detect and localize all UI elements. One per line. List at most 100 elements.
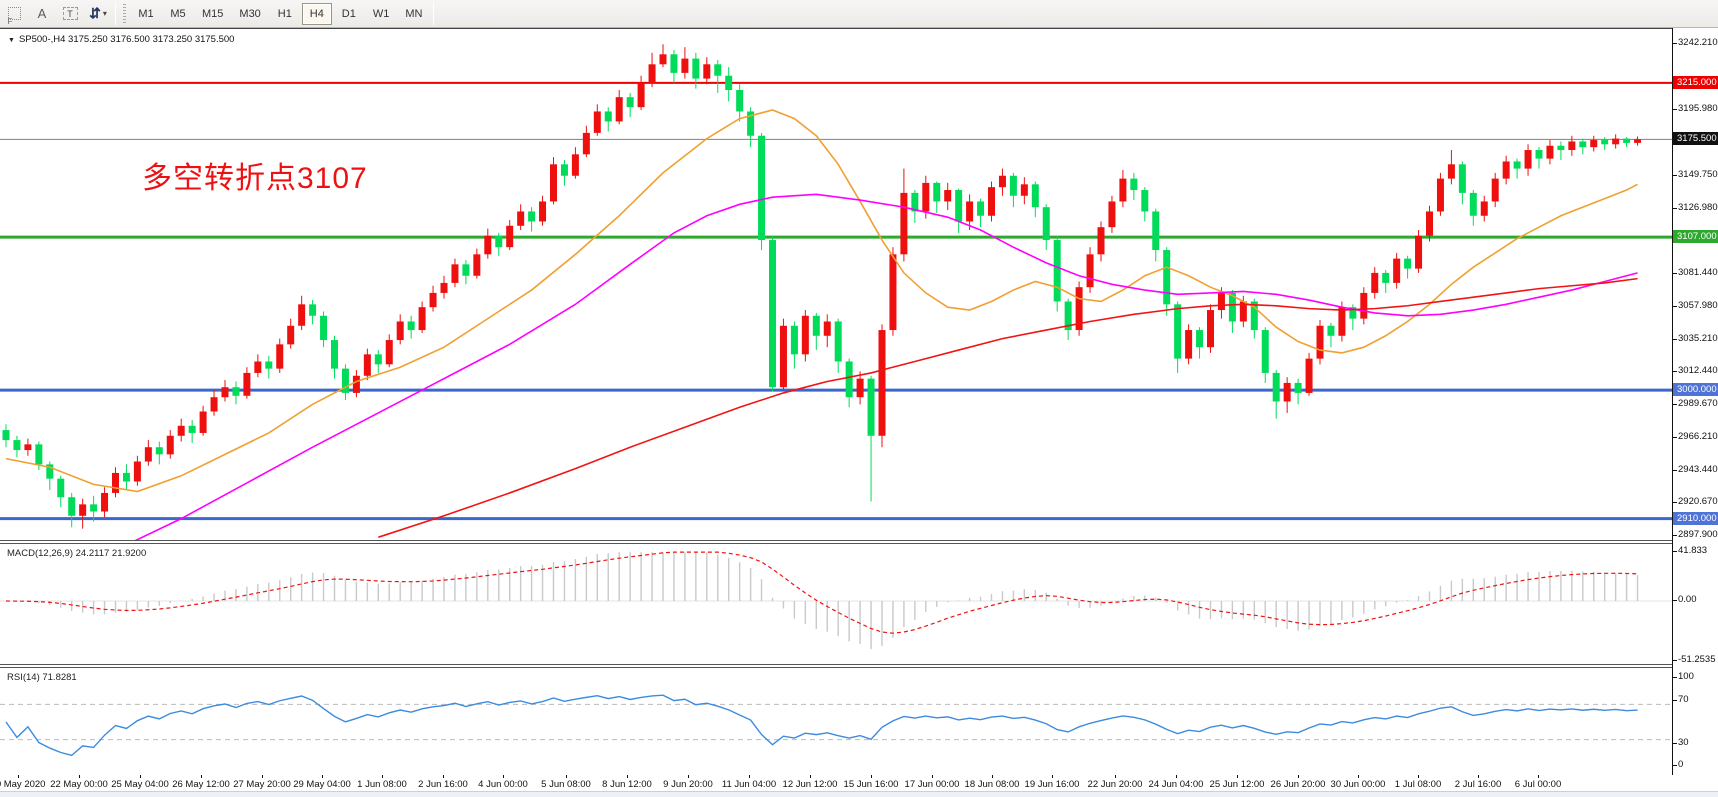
time-tick-label: 27 May 20:00 [233, 779, 291, 790]
time-tick-label: 22 May 00:00 [50, 779, 108, 790]
price-axis[interactable]: 3242.210 3195.980 3149.750 3126.980 3081.440… [1672, 28, 1718, 775]
candle-body [418, 307, 426, 331]
time-tick-label: 24 Jun 04:00 [1148, 779, 1204, 790]
price-tick-label: 3012.440 [1678, 365, 1718, 376]
candle-body [1579, 141, 1587, 148]
time-tick-mark [749, 775, 750, 778]
time-tick-label: 1 Jun 08:00 [357, 779, 407, 790]
time-tick-label: 25 May 04:00 [111, 779, 169, 790]
status-bar-edge [0, 791, 1718, 797]
candle-body [550, 164, 557, 202]
drawing-tools-group: F A T ⇵ ▾ [0, 3, 112, 26]
candle-body [769, 240, 776, 388]
candle-body [714, 64, 722, 76]
candle-body [911, 192, 919, 212]
candle-body [495, 235, 503, 248]
rsi-indicator-panel[interactable]: RSI(14) 71.8281 [0, 668, 1672, 776]
candle-body [122, 472, 130, 482]
candle-body [801, 315, 809, 355]
text-label-icon[interactable]: T [57, 3, 83, 25]
candle-body [528, 211, 536, 222]
time-tick-label: 11 Jun 04:00 [721, 779, 777, 790]
candle-body [1207, 310, 1214, 348]
candle-body [243, 372, 251, 396]
price-tick-label: 2920.670 [1678, 496, 1718, 507]
macd-indicator-panel[interactable]: MACD(12,26,9) 24.2117 21.9200 [0, 544, 1672, 664]
arrows-tool-icon[interactable]: ⇵ ▾ [89, 5, 107, 21]
candle-body [1272, 372, 1280, 402]
grid-f-icon[interactable]: F [1, 3, 27, 26]
price-level-tag: 3107.000 [1673, 229, 1718, 243]
timeframe-button-w1[interactable]: W1 [372, 7, 390, 20]
candle-body [1535, 150, 1543, 159]
time-tick-mark [503, 775, 504, 778]
timeframe-button-m1[interactable]: M1 [138, 7, 154, 20]
time-tick-mark [932, 775, 933, 778]
candle-body [856, 378, 864, 398]
candle-body [1185, 330, 1193, 359]
candle-body [1590, 140, 1598, 148]
timeframe-button-h1[interactable]: H1 [277, 7, 292, 20]
candle-body [933, 182, 941, 202]
candle-body [1217, 292, 1225, 311]
time-tick-label: 29 May 04:00 [293, 779, 351, 790]
time-tick-mark [627, 775, 628, 778]
candle-body [1360, 292, 1368, 319]
candle-body [1020, 184, 1028, 196]
price-chart-panel[interactable]: ▼ SP500-,H4 3175.250 3176.500 3173.250 31… [0, 29, 1672, 540]
timeframe-button-m30[interactable]: M30 [239, 7, 261, 20]
macd-tick-mark [1673, 600, 1677, 601]
candle-body [2, 430, 10, 441]
candle-body [944, 190, 952, 202]
candle-body [1163, 250, 1171, 305]
candle-body [1305, 358, 1313, 393]
timeframe-button-m5[interactable]: M5 [170, 7, 186, 20]
panel-splitter[interactable] [0, 540, 1718, 544]
rsi-tick-mark [1673, 677, 1677, 678]
time-tick-mark [1052, 775, 1053, 778]
panel-splitter[interactable] [0, 664, 1718, 668]
candle-body [1393, 258, 1401, 283]
candle-body [440, 282, 448, 293]
timeframe-button-h4[interactable]: H4 [301, 2, 332, 25]
candle-body [210, 397, 218, 412]
price-tick-mark [1673, 109, 1677, 110]
candle-body [68, 497, 76, 516]
timeframe-button-mn[interactable]: MN [405, 7, 423, 20]
rsi-line [5, 694, 1638, 757]
candle-body [79, 504, 87, 516]
candle-body [101, 492, 109, 512]
candle-body [1009, 175, 1017, 196]
candle-body [1174, 304, 1182, 359]
candle-body [648, 64, 656, 83]
candle-body [977, 201, 985, 216]
macd-tick-label: -51.2535 [1678, 654, 1716, 665]
chart-toolbar: F A T ⇵ ▾ M1 M5 M15 M30 H1 H4 D1 W1 MN [0, 0, 1718, 28]
candle-body [320, 315, 328, 341]
chart-window[interactable]: ▼ SP500-,H4 3175.250 3176.500 3173.250 31… [0, 28, 1718, 776]
text-icon[interactable]: A [37, 6, 47, 21]
candle-body [637, 82, 645, 108]
candle-body [1634, 139, 1642, 143]
timeframe-button-d1[interactable]: D1 [341, 7, 356, 20]
time-tick-label: 30 Jun 00:00 [1330, 779, 1386, 790]
symbol-dropdown-icon[interactable]: ▼ [8, 37, 15, 44]
time-tick-mark [140, 775, 141, 778]
time-tick-mark [1176, 775, 1177, 778]
symbol-info-line: ▼ SP500-,H4 3175.250 3176.500 3173.250 31… [8, 34, 234, 45]
candle-body [1382, 272, 1390, 283]
candle-body [823, 321, 831, 336]
time-tick-mark [18, 775, 19, 778]
timeframe-button-m15[interactable]: M15 [202, 7, 224, 20]
candle-body [309, 304, 317, 316]
price-tick-label: 3195.980 [1678, 103, 1718, 114]
toolbar-separator [433, 2, 435, 25]
time-tick-label: 26 May 12:00 [172, 779, 230, 790]
candle-body [35, 444, 43, 465]
time-tick-label: 8 Jun 12:00 [602, 779, 652, 790]
dropdown-caret-icon[interactable]: ▾ [102, 9, 107, 18]
rsi-tick-mark [1673, 700, 1677, 701]
toolbar-drag-handle[interactable] [121, 3, 128, 24]
time-tick-mark [1478, 775, 1479, 778]
